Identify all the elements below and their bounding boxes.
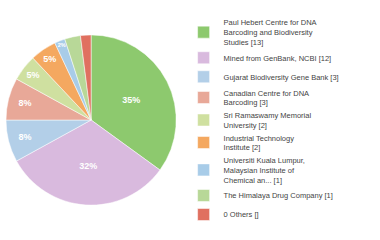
svg-text:0 Others []: 0 Others [] — [224, 210, 259, 219]
svg-text:Industrial TechnologyInstitute: Industrial TechnologyInstitute [2] — [224, 134, 295, 153]
svg-text:Sri Ramaswamy MemorialUniversi: Sri Ramaswamy MemorialUniversity [2] — [224, 111, 312, 130]
svg-text:8%: 8% — [19, 98, 32, 108]
svg-text:2%: 2% — [58, 42, 66, 48]
svg-text:8%: 8% — [19, 132, 32, 142]
svg-text:5%: 5% — [26, 70, 39, 80]
svg-text:5%: 5% — [43, 54, 56, 64]
svg-text:Paul Hebert Centre for DNABarc: Paul Hebert Centre for DNABarcoding and … — [224, 18, 317, 47]
svg-text:Gujarat Biodiversity Gene Bank: Gujarat Biodiversity Gene Bank [3] — [224, 73, 339, 82]
svg-text:Universiti Kuala Lumpur,Malays: Universiti Kuala Lumpur,Malaysian Instit… — [224, 156, 305, 185]
svg-text:The Himalaya Drug Company [1]: The Himalaya Drug Company [1] — [224, 191, 333, 200]
svg-text:Canadian Centre for DNABarcodi: Canadian Centre for DNABarcoding [3] — [224, 89, 309, 108]
svg-text:Mined from GenBank, NCBI [12]: Mined from GenBank, NCBI [12] — [224, 54, 332, 63]
svg-text:32%: 32% — [79, 161, 97, 171]
svg-text:35%: 35% — [122, 95, 140, 105]
